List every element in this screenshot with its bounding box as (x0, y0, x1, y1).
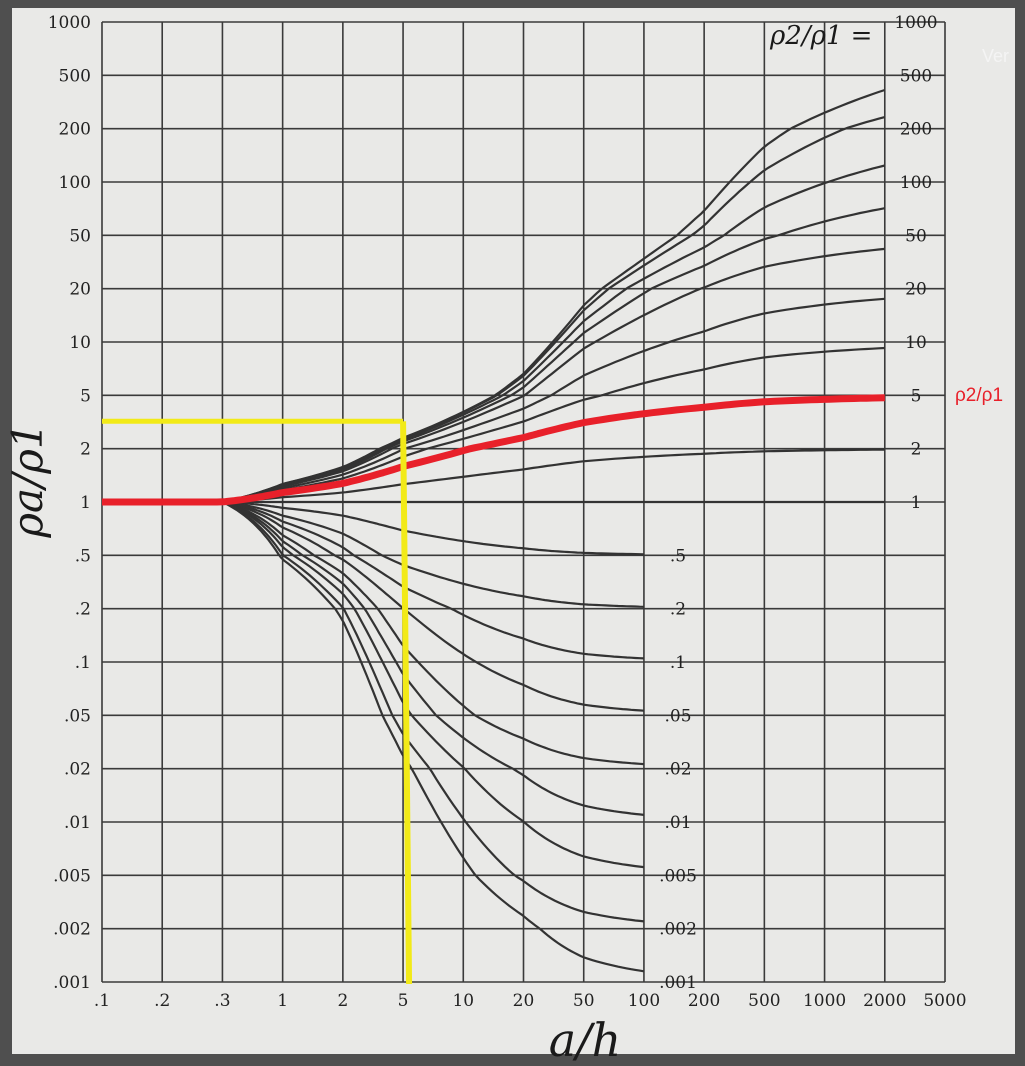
y-tick-labels: 1000 500 200 100 50 20 10 5 2 1 .5 .2 .1 .05 .02 .01 .00… (48, 13, 91, 993)
curve-label-50: 50 (905, 226, 927, 246)
curve-label-.005: .005 (659, 866, 697, 886)
curve-label-.002: .002 (659, 920, 697, 940)
curve-label-1000: 1000 (894, 13, 937, 33)
x-tick-label: 1 (277, 991, 288, 1011)
curve-parameter-labels: 1000 500 200 100 50 20 10 5 2 1 .5 .2 .1 .05 .02 .01 .00… (659, 13, 938, 993)
y-tick-label: 2 (80, 440, 91, 460)
curve-label-100: 100 (900, 173, 932, 193)
x-tick-label: 5 (398, 991, 409, 1011)
x-tick-label: 5000 (923, 991, 966, 1011)
curve-label-10: 10 (905, 333, 927, 353)
y-tick-label: 20 (69, 280, 91, 300)
y-tick-label: .002 (53, 920, 91, 940)
y-tick-label: 5 (80, 386, 91, 406)
curve-label-5: 5 (911, 386, 922, 406)
x-tick-label: 2000 (863, 991, 906, 1011)
x-tick-label: 10 (452, 991, 474, 1011)
y-axis-title: ρa/ρ1 (3, 422, 52, 538)
curve-label-.5: .5 (670, 546, 686, 566)
x-tick-label: 50 (573, 991, 595, 1011)
curve-label-.05: .05 (664, 706, 691, 726)
y-tick-label: .02 (64, 760, 91, 780)
x-tick-label: 1000 (803, 991, 846, 1011)
curve-label-200: 200 (900, 120, 932, 140)
guide-vertical (400, 421, 413, 985)
x-axis-title: a/h (549, 1013, 622, 1066)
x-tick-labels: .1 .2 .3 1 2 5 10 20 50 100 200 500 1000 2000 5000 (94, 991, 967, 1011)
y-tick-label: 500 (59, 66, 91, 86)
x-tick-label: 100 (628, 991, 660, 1011)
x-tick-label: .1 (94, 991, 110, 1011)
curve-label-1: 1 (911, 493, 922, 513)
x-tick-label: 2 (337, 991, 348, 1011)
overlay-corner-text: Ver (982, 46, 1009, 66)
y-tick-label: .5 (75, 546, 91, 566)
x-tick-label: 200 (688, 991, 720, 1011)
x-tick-label: .3 (214, 991, 230, 1011)
y-tick-label: .05 (64, 706, 91, 726)
y-tick-label: 50 (69, 226, 91, 246)
y-tick-label: .001 (53, 973, 91, 993)
y-tick-label: 1000 (48, 13, 91, 33)
y-tick-label: 200 (59, 120, 91, 140)
y-tick-label: .1 (75, 653, 91, 673)
highlight-annotation: ρ2/ρ1 (955, 385, 1003, 406)
curve-label-.02: .02 (664, 760, 691, 780)
y-tick-label: 1 (80, 493, 91, 513)
y-tick-label: 10 (69, 333, 91, 353)
curve-label-.2: .2 (670, 600, 686, 620)
curve-label-2: 2 (911, 440, 922, 460)
curve-label-500: 500 (900, 66, 932, 86)
y-tick-label: .01 (64, 813, 91, 833)
curve-label-.1: .1 (670, 653, 686, 673)
curve-family-label: ρ2/ρ1 = (769, 21, 872, 51)
x-tick-label: 500 (748, 991, 780, 1011)
curve-label-20: 20 (905, 280, 927, 300)
highlight-group (102, 394, 885, 985)
y-tick-label: .2 (75, 600, 91, 620)
highlight-curve (102, 394, 885, 506)
curve-label-.01: .01 (664, 813, 691, 833)
y-tick-label: .005 (53, 866, 91, 886)
curve-label-.001: .001 (659, 973, 697, 993)
x-tick-label: 20 (513, 991, 535, 1011)
y-tick-label: 100 (59, 173, 91, 193)
x-tick-label: .2 (154, 991, 170, 1011)
